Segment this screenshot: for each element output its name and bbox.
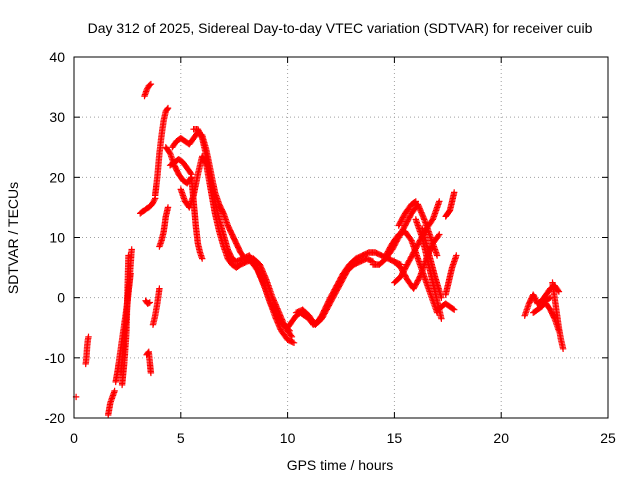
point-s10-17 <box>147 369 155 377</box>
series-s23 <box>395 198 419 229</box>
series-s13 <box>156 204 172 250</box>
point-s15-21 <box>187 169 194 177</box>
point-s26-61 <box>436 231 443 238</box>
point-s18-54 <box>199 255 206 262</box>
series-s30 <box>442 189 458 220</box>
point-s23-19 <box>411 199 418 206</box>
point-s28-46 <box>438 294 445 301</box>
y-tick-label-1: -10 <box>45 350 65 366</box>
data-markers <box>72 80 567 419</box>
x-tick-label-0: 0 <box>70 430 78 446</box>
point-s19-170 <box>290 339 298 346</box>
y-tick-label-3: 10 <box>49 230 65 246</box>
point-s35-20 <box>555 327 563 334</box>
point-s26-30 <box>416 274 423 282</box>
series-s6 <box>118 252 132 389</box>
point-s23-20 <box>412 198 419 205</box>
point-s30-18 <box>451 189 458 196</box>
x-tick-label-2: 10 <box>280 430 296 446</box>
point-s24-57 <box>433 204 441 211</box>
series-s14 <box>162 144 195 187</box>
point-s13-26 <box>164 204 172 211</box>
series-s10 <box>143 348 155 377</box>
point-s3-16 <box>111 387 118 395</box>
y-tick-label-0: -20 <box>45 410 65 426</box>
x-tick-label-1: 5 <box>177 430 185 446</box>
series-s15 <box>166 156 195 178</box>
point-s35-19 <box>555 326 562 333</box>
point-s31-20 <box>449 261 457 268</box>
x-tick-label-5: 25 <box>600 430 616 446</box>
point-s7-13 <box>149 199 157 206</box>
point-s22-87 <box>433 252 441 259</box>
axis-ticks: 0 5 10 15 20 25 -20 -10 0 10 20 30 40 <box>45 49 616 446</box>
point-s6-82 <box>125 252 132 259</box>
y-tick-label-4: 20 <box>49 169 65 185</box>
series-s31 <box>442 252 460 298</box>
series-s9 <box>142 297 153 307</box>
point-s7-15 <box>151 196 158 203</box>
y-tick-label-2: 0 <box>57 290 65 306</box>
point-s29-15 <box>449 305 457 313</box>
point-s24-48 <box>428 217 436 224</box>
series-s35 <box>542 300 563 334</box>
chart-title: Day 312 of 2025, Sidereal Day-to-day VTE… <box>88 20 593 36</box>
point-s8-9 <box>147 80 155 88</box>
x-axis-label: GPS time / hours <box>287 457 394 473</box>
y-tick-label-6: 40 <box>49 49 65 65</box>
point-s12-59 <box>164 104 172 112</box>
series-s29 <box>433 300 458 313</box>
point-s5-81 <box>128 246 135 253</box>
point-s9-5 <box>146 299 153 306</box>
point-s8-4 <box>143 86 150 94</box>
point-s17-196 <box>287 332 295 339</box>
point-s34-44 <box>559 345 567 352</box>
series-s2 <box>82 333 92 368</box>
series-s19 <box>190 126 298 346</box>
point-s7-14 <box>150 198 157 205</box>
point-s11-24 <box>156 285 163 292</box>
point-s25-27 <box>407 236 414 243</box>
point-s33-16 <box>546 295 553 302</box>
series-s11 <box>149 285 163 328</box>
plot-frame <box>73 56 609 419</box>
series-s28 <box>419 225 445 301</box>
point-s35-13 <box>551 317 559 324</box>
series-s18 <box>188 174 206 262</box>
point-s19-9 <box>198 133 205 141</box>
y-tick-label-5: 30 <box>49 109 65 125</box>
y-axis-label: SDTVAR / TECUs <box>5 182 21 294</box>
point-s12-58 <box>164 105 171 113</box>
series-s3 <box>105 387 118 419</box>
x-tick-label-3: 15 <box>387 430 403 446</box>
series-s12 <box>152 104 172 199</box>
series-s8 <box>141 80 155 100</box>
point-s32-4 <box>523 306 530 313</box>
point-s27-66 <box>438 315 445 322</box>
point-s24-61 <box>436 198 443 205</box>
series-s7 <box>137 195 159 217</box>
series-s21 <box>292 255 377 328</box>
point-s2-18 <box>85 333 92 340</box>
x-tick-label-4: 20 <box>493 430 509 446</box>
series-s22 <box>369 201 441 268</box>
point-s29-16 <box>451 306 458 313</box>
point-s26-60 <box>435 232 442 239</box>
point-s31-26 <box>453 252 460 259</box>
grid <box>74 57 608 418</box>
point-s8-8 <box>146 81 153 89</box>
point-s8-5 <box>144 85 151 92</box>
